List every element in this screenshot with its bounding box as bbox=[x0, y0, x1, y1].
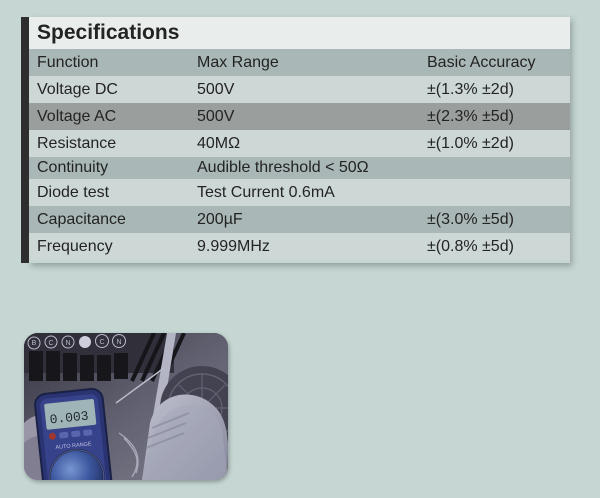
svg-text:N: N bbox=[65, 340, 70, 347]
svg-text:C: C bbox=[99, 339, 104, 346]
svg-text:N: N bbox=[116, 339, 121, 346]
svg-text:C: C bbox=[48, 340, 53, 347]
svg-text:B: B bbox=[32, 340, 37, 347]
